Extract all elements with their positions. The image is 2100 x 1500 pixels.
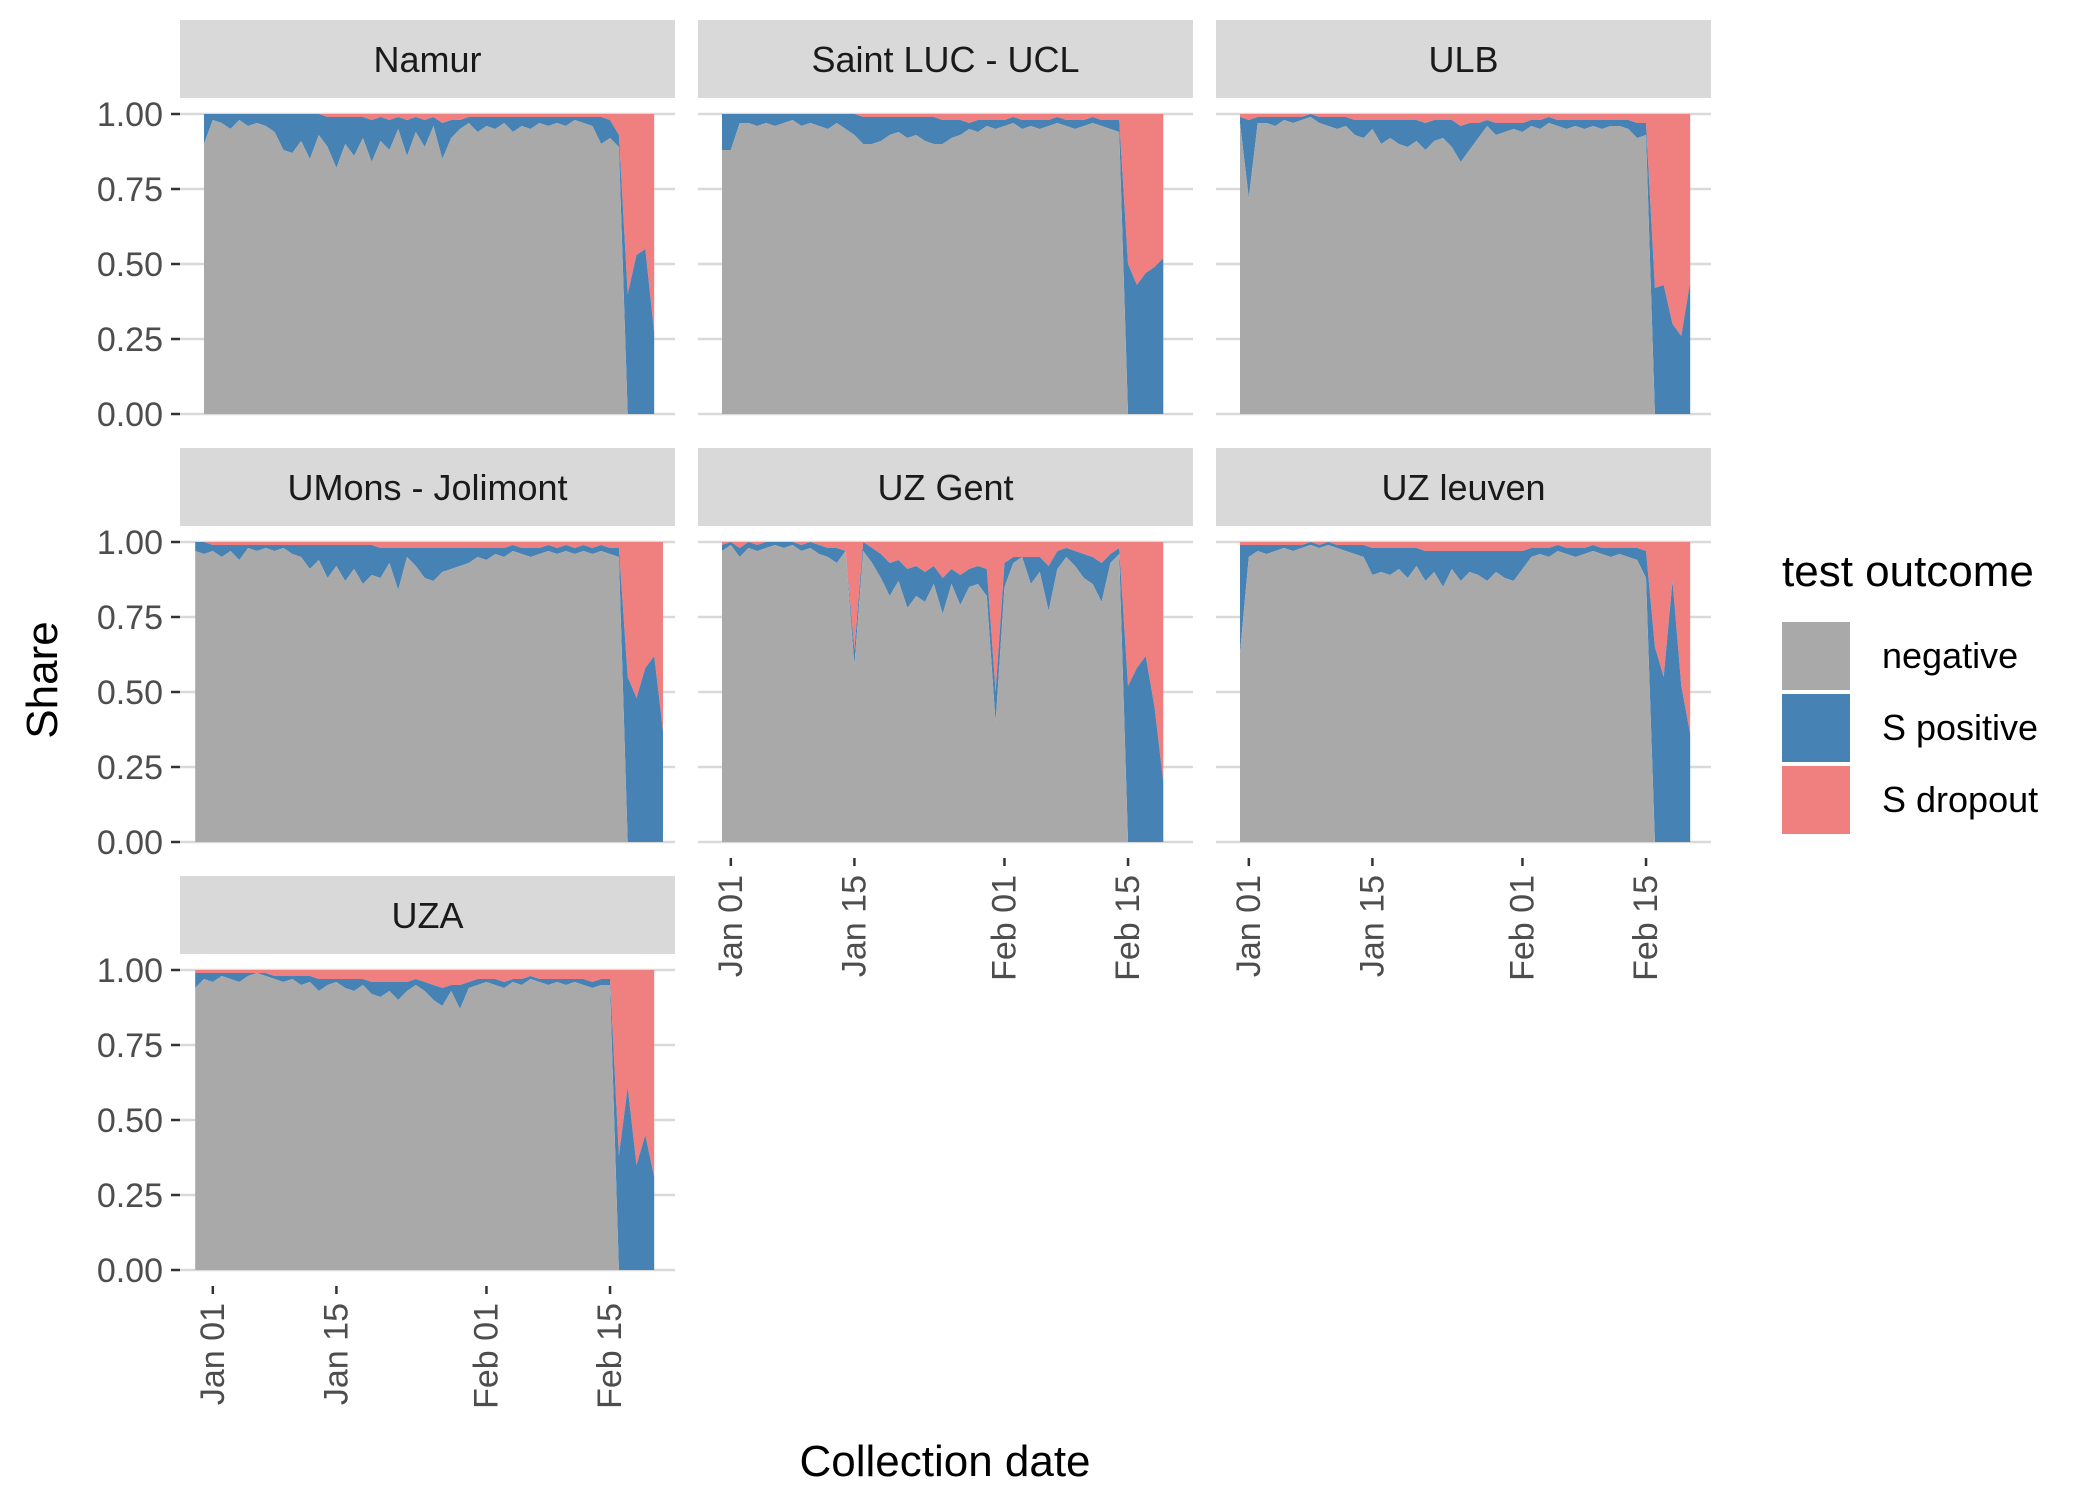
y-tick-label: 0.00 xyxy=(97,824,163,862)
y-axis-title: Share xyxy=(18,621,67,738)
legend-swatch-s-positive xyxy=(1782,694,1850,762)
y-tick-label: 1.00 xyxy=(97,524,163,562)
legend: test outcome negative S positive S dropout xyxy=(1782,547,2038,834)
legend-swatch-s-dropout xyxy=(1782,766,1850,834)
y-tick-label: 0.50 xyxy=(97,674,163,712)
y-tick-label: 0.75 xyxy=(97,1027,163,1065)
x-tick-labels: Jan 01 Jan 15 Feb 01 Feb 15 Jan 01 Jan 15 Feb … xyxy=(194,858,1665,1409)
panel-title: Namur xyxy=(373,39,481,80)
panel-strip xyxy=(698,448,1193,526)
area-negative xyxy=(1240,117,1691,414)
legend-label: negative xyxy=(1882,635,2018,676)
y-tick-label: 0.75 xyxy=(97,171,163,209)
x-tick-label: Feb 01 xyxy=(1503,875,1541,981)
panel-ulb: ULB xyxy=(1216,20,1711,430)
panel-title: UZ Gent xyxy=(877,467,1013,508)
area-negative xyxy=(1240,545,1691,842)
panel-strip xyxy=(180,448,675,526)
panel-uza: UZA 0.00 0.25 0.50 0.75 1.00 xyxy=(97,876,675,1290)
area-s-positive xyxy=(1240,542,1691,842)
y-tick-label: 0.25 xyxy=(97,749,163,787)
panel-uz-gent: UZ Gent xyxy=(698,448,1193,858)
x-tick-label: Feb 15 xyxy=(1627,875,1665,981)
x-tick-label: Feb 01 xyxy=(985,875,1023,981)
y-tick-label: 0.75 xyxy=(97,599,163,637)
x-tick-label: Jan 01 xyxy=(1230,875,1268,977)
y-tick-label: 0.00 xyxy=(97,396,163,434)
x-tick-label: Jan 15 xyxy=(1353,875,1391,977)
x-tick-label: Feb 15 xyxy=(591,1303,629,1409)
y-tick-label: 0.25 xyxy=(97,321,163,359)
x-tick-label: Jan 15 xyxy=(835,875,873,977)
panel-title: UZA xyxy=(392,895,464,936)
panel-strip xyxy=(698,20,1193,98)
x-tick-label: Feb 15 xyxy=(1109,875,1147,981)
panel-strip xyxy=(180,876,675,954)
legend-items: negative S positive S dropout xyxy=(1782,622,2038,834)
y-tick-label: 0.25 xyxy=(97,1177,163,1215)
panel-title: ULB xyxy=(1428,39,1498,80)
panel-umons-jolimont: UMons - Jolimont 0.00 0.25 0.50 0.75 1.00 xyxy=(97,448,675,862)
panel-title: UZ leuven xyxy=(1381,467,1545,508)
legend-label: S positive xyxy=(1882,707,2038,748)
panel-title: UMons - Jolimont xyxy=(287,467,567,508)
panel-namur: Namur 0.00 0.25 0.50 0.75 1.00 xyxy=(97,20,675,434)
area-negative xyxy=(722,545,1164,842)
y-tick-label: 0.50 xyxy=(97,1102,163,1140)
y-tick-label: 0.50 xyxy=(97,246,163,284)
panel-saint-luc-ucl: Saint LUC - UCL xyxy=(698,20,1193,430)
panel-strip xyxy=(1216,20,1711,98)
area-negative xyxy=(195,548,663,842)
y-tick-label: 1.00 xyxy=(97,952,163,990)
legend-swatch-negative xyxy=(1782,622,1850,690)
x-tick-label: Feb 01 xyxy=(467,1303,505,1409)
panel-uz-leuven: UZ leuven xyxy=(1216,448,1711,858)
y-tick-label: 1.00 xyxy=(97,96,163,134)
area-s-positive xyxy=(722,542,1164,842)
area-negative xyxy=(722,120,1164,414)
y-tick-label: 0.00 xyxy=(97,1252,163,1290)
x-tick-label: Jan 01 xyxy=(194,1303,232,1405)
panel-strip xyxy=(180,20,675,98)
area-negative xyxy=(204,120,655,414)
x-axis-title: Collection date xyxy=(799,1437,1090,1486)
panel-title: Saint LUC - UCL xyxy=(811,39,1079,80)
x-tick-label: Jan 01 xyxy=(712,875,750,977)
x-tick-label: Jan 15 xyxy=(317,1303,355,1405)
panel-strip xyxy=(1216,448,1711,526)
area-negative xyxy=(195,973,655,1270)
legend-title: test outcome xyxy=(1782,547,2034,596)
legend-label: S dropout xyxy=(1882,779,2038,820)
panels: Namur 0.00 0.25 0.50 0.75 1.00 Saint LUC - UCL… xyxy=(97,20,1711,1290)
